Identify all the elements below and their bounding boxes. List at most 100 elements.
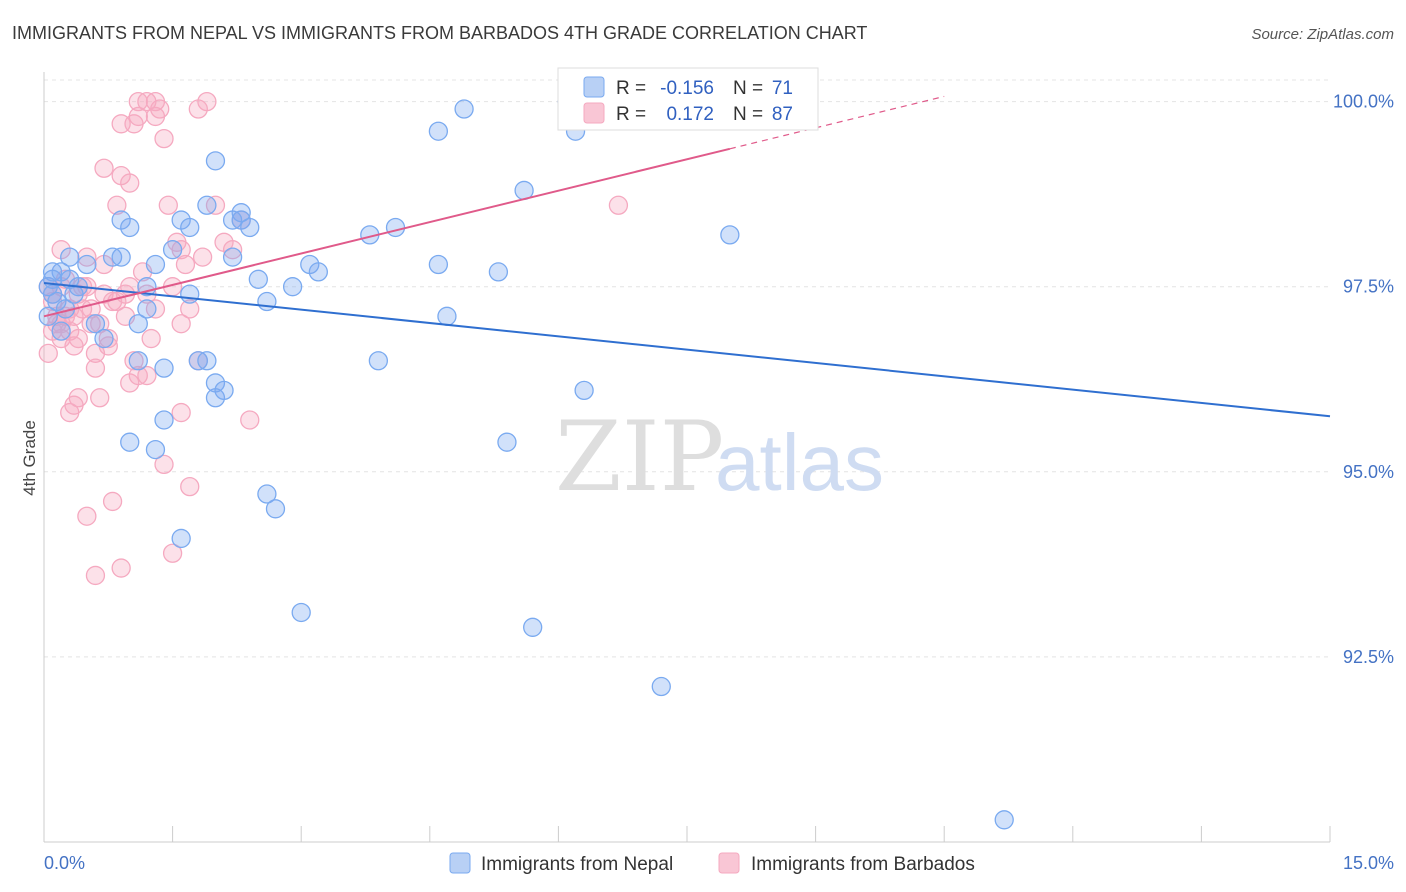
nepal-point [428,254,449,275]
nepal-point [257,291,277,312]
gridlines [44,79,1330,658]
nepal-point [180,284,200,304]
barbados-point [77,506,97,526]
x-ticks [43,826,1331,842]
legend-r-label-barbados: R = [616,104,646,125]
series-legend-swatch-barbados [718,852,740,874]
nepal-point [248,269,268,289]
nepal-point [437,306,457,326]
barbados-point [128,106,148,127]
nepal-point [42,262,63,282]
barbados-point [171,314,191,334]
legend-swatch-barbados [583,102,605,124]
barbados-point [180,299,200,319]
nepal-point [51,321,71,341]
series-legend-label-barbados: Immigrants from Barbados [751,854,975,875]
legend-n-label-nepal: N = [733,78,763,99]
barbados-point [171,402,191,423]
barbados-point [158,195,178,215]
nepal-point [137,277,157,297]
barbados-point [68,388,88,408]
nepal-point [64,284,84,304]
barbados-point [111,558,131,578]
y-tick-labels: 100.0% 97.5% 95.0% 92.5% [1333,92,1394,667]
nepal-point [197,195,217,215]
nepal-point [38,277,58,297]
watermark-atlas: atlas [715,418,884,507]
nepal-point [154,410,174,430]
nepal-point [523,617,543,637]
barbados-point [192,247,213,267]
nepal-trend-line [43,282,1331,418]
nepal-point [180,217,200,238]
nepal-point [720,225,740,245]
barbados-point [85,565,106,586]
series-legend-swatch-nepal [449,852,471,874]
barbados-point [64,336,84,356]
barbados-point [222,240,243,260]
barbados-point [120,173,140,193]
barbados-points [38,91,629,586]
barbados-point [141,328,161,349]
barbados-point [77,247,97,267]
nepal-point [231,203,251,223]
barbados-trend-extension [729,95,945,150]
nepal-point [120,432,140,452]
trend-lines [43,95,1331,418]
barbados-point [85,358,106,378]
barbados-point [38,343,58,363]
nepal-point [111,247,131,267]
barbados-point [90,314,110,334]
barbados-point [240,410,260,430]
nepal-point [651,676,671,697]
nepal-point [257,484,277,504]
nepal-point [291,602,311,623]
legend-r-value-nepal: -0.156 [660,78,714,99]
legend-n-value-barbados: 87 [772,104,793,125]
legend-n-value-nepal: 71 [772,78,793,99]
barbados-point [197,91,217,112]
barbados-point [137,91,157,112]
barbados-point [98,328,118,349]
nepal-point [994,810,1014,830]
series-legend-label-nepal: Immigrants from Nepal [481,854,673,875]
barbados-point [124,351,144,371]
nepal-point [197,351,217,371]
nepal-point [154,358,174,378]
nepal-point [85,314,106,334]
barbados-point [102,491,123,512]
barbados-point [608,195,629,215]
barbados-point [94,158,114,178]
nepal-point [145,254,166,275]
chart-source: Source: ZipAtlas.com [1251,26,1394,43]
nepal-point [214,380,234,401]
nepal-point [368,351,389,371]
nepal-point [282,277,303,297]
nepal-point [60,247,80,267]
nepal-point [38,306,58,326]
nepal-point [308,262,328,282]
nepal-point [77,254,97,275]
nepal-point [137,299,157,319]
nepal-point [265,499,286,519]
x-tick-label-min: 0.0% [44,853,85,873]
barbados-point [90,388,110,408]
nepal-point [454,99,474,119]
barbados-point [154,454,174,475]
barbados-point [180,476,200,497]
nepal-point [171,528,191,549]
legend-swatch-nepal [583,76,605,98]
barbados-point [137,365,157,386]
chart-title: IMMIGRANTS FROM NEPAL VS IMMIGRANTS FROM… [12,23,867,43]
stats-legend: R = -0.156 N = 71 R = 0.172 N = 87 [557,67,819,131]
nepal-point [497,432,517,452]
series-legend: Immigrants from Nepal Immigrants from Ba… [449,852,975,875]
legend-r-value-barbados: 0.172 [666,104,714,125]
y-tick-label: 92.5% [1343,647,1394,667]
nepal-point [162,240,183,260]
nepal-point [94,328,114,349]
legend-n-label-barbados: N = [733,104,763,125]
barbados-trend-line [43,147,731,318]
watermark-zip: ZIP [555,401,724,513]
y-tick-label: 97.5% [1343,277,1394,297]
